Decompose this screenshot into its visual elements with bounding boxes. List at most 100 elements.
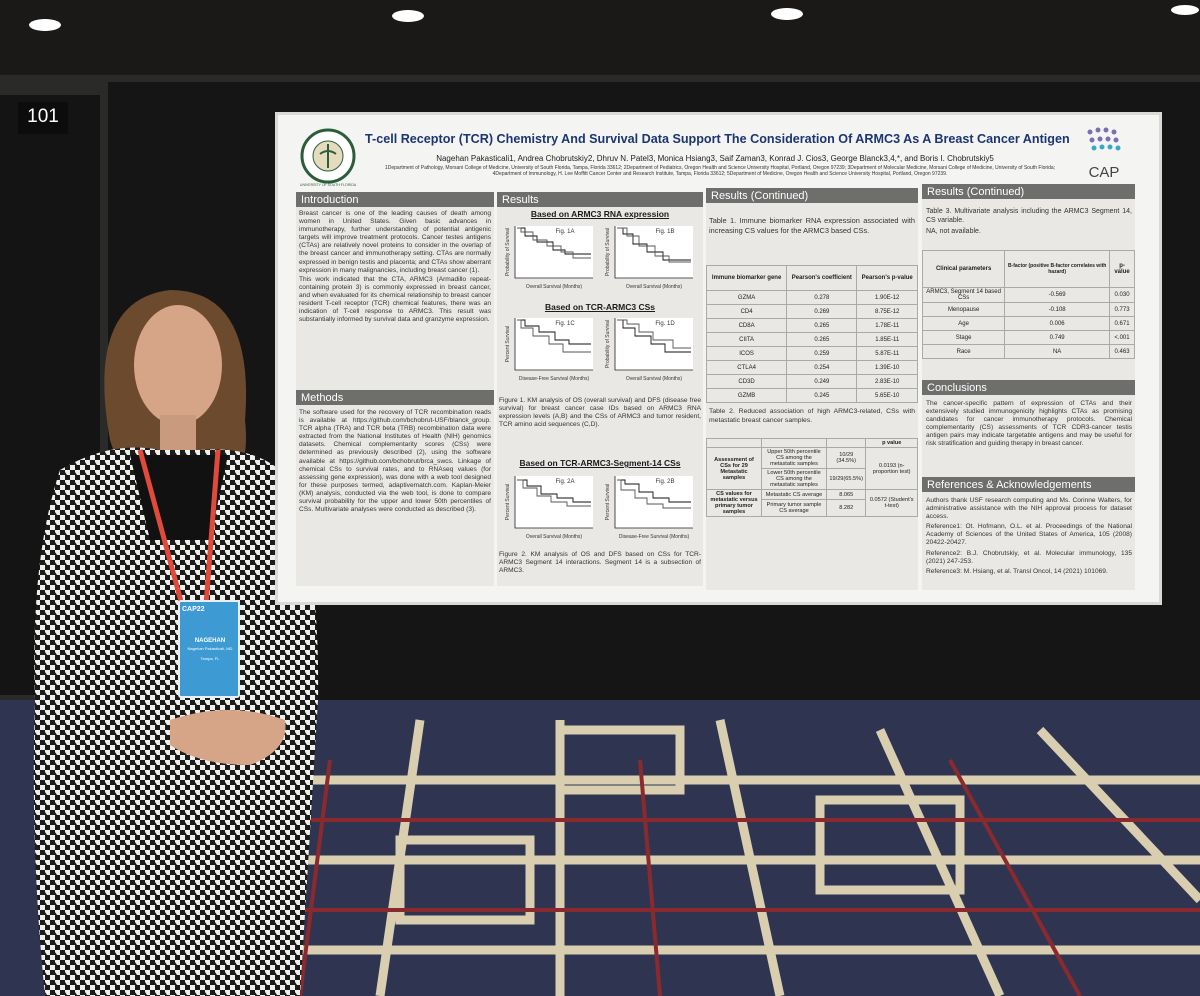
table-cell: Age [921, 316, 1006, 331]
section-heading: Results [497, 192, 703, 207]
reference: Reference2: B.J. Chobrutskiy, et al. Mol… [926, 549, 1132, 565]
table-cell: CIITA [705, 332, 788, 347]
table-cell: Menopause [921, 302, 1006, 317]
room-sign-plate [18, 102, 68, 134]
hands [170, 710, 286, 765]
table-cell: 0.259 [786, 346, 858, 361]
table-cell: 1.39E-10 [856, 360, 918, 375]
table-2: p value Assessment of CSs for 29 Metastat… [706, 438, 918, 517]
km-curve [617, 319, 691, 353]
y-axis-label: Percent Survival [505, 326, 511, 362]
figure-label: Fig. 1B [655, 229, 674, 235]
table-cell: Metastatic CS average [761, 488, 827, 501]
table-cell: Stage [921, 330, 1006, 345]
table-cell: 0.006 [1004, 316, 1111, 331]
table-cell: 0.749 [1004, 330, 1111, 345]
km-figure: Fig. 2B Disease-Free Survival (Months) Per… [605, 476, 693, 540]
table-cell: -0.569 [1004, 287, 1111, 303]
section-heading: Methods [296, 390, 494, 405]
header-row: Clinical parameters B-factor (positive B-… [921, 250, 1135, 288]
table-cell: 0.463 [1109, 344, 1135, 359]
data-table: Immune biomarker gene Pearson's coefficie… [705, 265, 918, 403]
km-curve [617, 479, 691, 509]
usf-seal [300, 128, 356, 184]
reference: Authors thank USF research computing and… [926, 497, 1132, 521]
reference: Reference1: Ot. Hofmann, O.L. et al. Pro… [926, 523, 1132, 547]
results-subheading: Based on ARMC3 RNA expression [530, 209, 670, 219]
header-cell: Immune biomarker gene [705, 265, 788, 291]
table-cell: CTLA4 [705, 360, 788, 375]
axes [514, 226, 593, 279]
table-row: CD4 0.269 8.75E-12 [705, 304, 918, 319]
km-curve [617, 227, 691, 263]
km-figure: Fig. 1C Disease-Free Survival (Months) Per… [505, 318, 593, 382]
axes [614, 226, 693, 279]
table-cell: 8.282 [825, 499, 867, 517]
table-cell: CD3D [705, 374, 788, 389]
table-cell: 0.269 [786, 304, 858, 319]
y-axis-label: Percent Survival [605, 484, 611, 520]
x-axis-label: Disease-Free Survival (Months) [619, 534, 690, 540]
table-cell: NA [1004, 344, 1111, 359]
ceiling-light [29, 19, 61, 31]
figure-caption: Figure 2. KM analysis of OS and DFS base… [499, 551, 701, 575]
table-cell: 8.75E-12 [856, 304, 918, 319]
x-axis-label: Overall Survival (Months) [626, 284, 682, 290]
table-row: ICOS 0.259 5.87E-11 [705, 346, 918, 361]
group-label: Assessment of CSs for 29 Metastatic samp… [706, 447, 762, 490]
table-cell: 19/29(65.5%) [825, 468, 867, 490]
table-row: Race NA 0.463 [921, 344, 1135, 359]
y-axis-label: Probability of Survival [605, 228, 611, 276]
table-cell: 0.265 [786, 318, 858, 333]
references-text: Authors thank USF research computing and… [926, 497, 1132, 578]
plot-bg [515, 226, 593, 278]
reference: Reference3: M. Hsiang, et al. Transl Onc… [926, 567, 1108, 575]
table-row: GZMB 0.245 5.65E-10 [705, 388, 918, 403]
table-cell: ARMC3, Segment 14 based CSs [921, 287, 1006, 303]
table-cell: GZMB [705, 388, 788, 403]
table-row: ARMC3, Segment 14 based CSs -0.569 0.030 [921, 287, 1135, 303]
table-row: CIITA 0.265 1.85E-11 [705, 332, 918, 347]
table-note: NA, not available. [926, 228, 981, 235]
group-label: CS values for metastatic versus primary … [706, 489, 762, 517]
km-curve [517, 227, 591, 259]
table-cell: 0.671 [1109, 316, 1135, 331]
figure-label: Fig. 1C [555, 321, 575, 327]
axes [614, 476, 693, 529]
results-subheading: Based on TCR-ARMC3 CSs [544, 302, 656, 312]
table-row: CTLA4 0.254 1.39E-10 [705, 360, 918, 375]
figure-label: Fig. 1A [555, 229, 574, 235]
lanyard [137, 449, 221, 606]
badge-full-name: Nagehan Pakasticali, MD [187, 646, 233, 651]
data-table: p value Assessment of CSs for 29 Metastat… [706, 438, 918, 517]
table-cell: Race [921, 344, 1006, 359]
p-value: 0.0572 (Student's t-test) [865, 489, 918, 517]
table-cell: CD4 [705, 304, 788, 319]
badge-first-name: NAGEHAN [194, 638, 226, 644]
table-row: Assessment of CSs for 29 Metastatic samp… [706, 447, 918, 490]
header-cell: p value [865, 438, 918, 448]
figure-label: Fig. 2A [555, 479, 574, 485]
poster-authors: Nagehan Pakasticali1, Andrea Chobrutskiy… [436, 154, 994, 163]
badge-event: CAP22 [182, 606, 205, 613]
y-axis-label: Percent Survival [505, 484, 511, 520]
table-cell: 1.90E-12 [856, 290, 918, 305]
table-cell: 0.265 [786, 332, 858, 347]
table-cell: 0.254 [786, 360, 858, 375]
km-curve [517, 479, 591, 503]
poster-title: T-cell Receptor (TCR) Chemistry And Surv… [365, 132, 1070, 146]
x-axis-label: Overall Survival (Months) [626, 376, 682, 382]
figure-label: Fig. 1D [655, 321, 675, 327]
figure-label: Fig. 2B [655, 479, 674, 485]
table-row: CD8A 0.265 1.78E-11 [705, 318, 918, 333]
paragraph: This work indicated that the CTA, ARMC3 … [299, 275, 491, 324]
conclusions-text: The cancer-specific pattern of expressio… [926, 400, 1132, 448]
header-cell [825, 438, 867, 448]
top-inner [130, 455, 228, 540]
table-row: Age 0.006 0.671 [921, 316, 1135, 331]
cap-logo-dots [1087, 127, 1121, 151]
table-cell: Lower 50th percentile CS among the metas… [761, 468, 827, 490]
section-heading: Results (Continued) [706, 188, 918, 203]
header-row: Immune biomarker gene Pearson's coefficie… [705, 265, 918, 291]
table-cell: 2.83E-10 [856, 374, 918, 389]
